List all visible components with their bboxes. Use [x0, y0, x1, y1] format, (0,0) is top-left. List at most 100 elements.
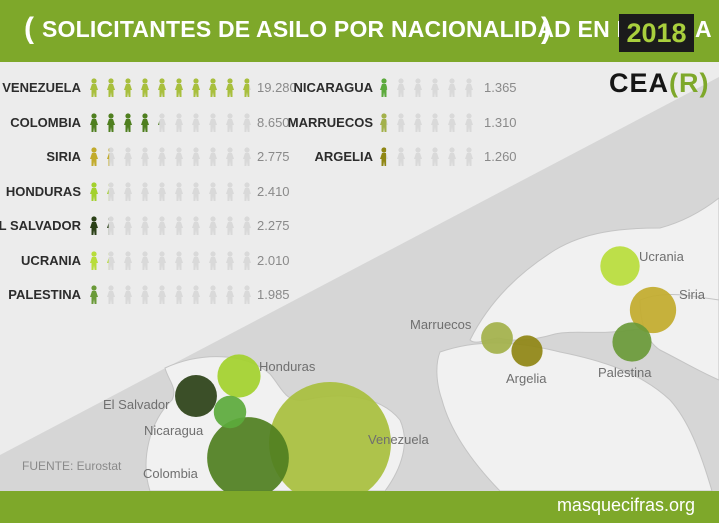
person-icon: [175, 216, 183, 235]
bubble-colombia: [207, 417, 289, 499]
country-row: ARGELIA 1.260: [0, 146, 719, 168]
value-label: 8.650: [257, 114, 290, 130]
person-icon: [90, 147, 98, 166]
bubble-marruecos: [481, 322, 513, 354]
person-icon: [107, 250, 115, 270]
person-icon: [243, 216, 251, 235]
pictogram-icons: [90, 112, 251, 132]
person-icon: [414, 147, 422, 166]
person-icon: [90, 181, 98, 201]
country-label: PALESTINA: [8, 287, 81, 302]
map-label: Palestina: [598, 365, 652, 380]
value-label: 2.010: [257, 252, 290, 268]
bubble-ucrania: [600, 246, 640, 286]
person-icon: [90, 285, 98, 304]
person-icon: [175, 181, 183, 201]
person-icon: [431, 78, 439, 97]
person-icon: [124, 250, 132, 270]
person-icon: [465, 112, 473, 132]
country-row: MARRUECOS 1.310: [0, 112, 719, 134]
person-icon: [124, 112, 132, 132]
country-label: UCRANIA: [21, 252, 81, 268]
person-icon: [209, 112, 217, 132]
bubble-venezuela: [269, 382, 391, 504]
person-icon: [158, 250, 166, 270]
bubble-honduras: [217, 354, 261, 398]
person-icon: [243, 250, 251, 270]
country-row: NICARAGUA 1.365: [0, 77, 719, 99]
person-icon: [158, 78, 166, 97]
map-label: Siria: [679, 287, 706, 302]
person-icon: [175, 112, 183, 132]
map-label: Marruecos: [410, 317, 472, 332]
person-icon: [90, 216, 98, 235]
pictogram-icons: [90, 216, 251, 235]
person-icon: [243, 285, 251, 304]
person-icon: [175, 285, 183, 304]
person-icon: [90, 112, 98, 132]
value-label: 2.775: [257, 149, 290, 164]
source-note: FUENTE: Eurostat: [22, 459, 122, 473]
pictogram-icons: [380, 147, 473, 166]
person-icon: [397, 78, 405, 97]
person-icon: [414, 78, 422, 97]
person-icon: [124, 216, 132, 235]
logo: CEA(R): [609, 68, 710, 99]
person-icon: [431, 112, 439, 132]
pictogram-icons: [90, 78, 251, 97]
person-icon: [226, 181, 234, 201]
bubble-argelia: [511, 335, 543, 367]
person-icon: [141, 147, 149, 166]
site-link[interactable]: masquecifras.org: [556, 495, 695, 515]
person-icon: [107, 216, 115, 235]
person-icon: [90, 250, 98, 270]
pictogram-icons: [90, 147, 251, 166]
person-icon: [192, 112, 200, 132]
person-icon: [124, 181, 132, 201]
country-label: ARGELIA: [314, 149, 374, 164]
person-icon: [226, 250, 234, 270]
year-badge: 2018: [619, 14, 694, 52]
person-icon: [141, 181, 149, 201]
value-label: 1.310: [484, 114, 517, 130]
value-label: 1.260: [484, 149, 517, 164]
title-bracket-open: (: [24, 12, 34, 45]
person-icon: [243, 112, 251, 132]
country-row: SIRIA 2.775: [0, 146, 719, 168]
pictogram-icons: [380, 78, 473, 97]
map-label: El Salvador: [103, 397, 170, 412]
person-icon: [158, 147, 166, 166]
person-icon: [226, 147, 234, 166]
person-icon: [192, 250, 200, 270]
bubble-nicaragua: [213, 395, 247, 429]
country-label: EL SALVADOR: [0, 218, 81, 233]
person-icon: [158, 216, 166, 235]
country-label: MARRUECOS: [287, 114, 373, 130]
map-label: Venezuela: [368, 432, 429, 447]
value-label: 2.410: [257, 183, 290, 199]
value-label: 1.985: [257, 287, 290, 302]
person-icon: [226, 112, 234, 132]
footer-bar: masquecifras.org: [0, 491, 719, 523]
person-icon: [431, 147, 439, 166]
person-icon: [465, 147, 473, 166]
country-row: EL SALVADOR 2.275: [0, 215, 719, 237]
person-icon: [107, 285, 115, 304]
person-icon: [380, 112, 388, 132]
map-label: Honduras: [259, 359, 316, 374]
person-icon: [192, 147, 200, 166]
person-icon: [141, 112, 149, 132]
bubble-el-salvador: [175, 375, 217, 417]
person-icon: [124, 147, 132, 166]
bubble-siria: [629, 286, 677, 334]
person-icon: [226, 78, 234, 97]
person-icon: [175, 250, 183, 270]
bubble-palestina: [612, 322, 652, 362]
country-label: COLOMBIA: [10, 114, 81, 130]
person-icon: [141, 216, 149, 235]
country-label: NICARAGUA: [293, 80, 373, 95]
person-icon: [448, 147, 456, 166]
country-label: HONDURAS: [5, 183, 81, 199]
